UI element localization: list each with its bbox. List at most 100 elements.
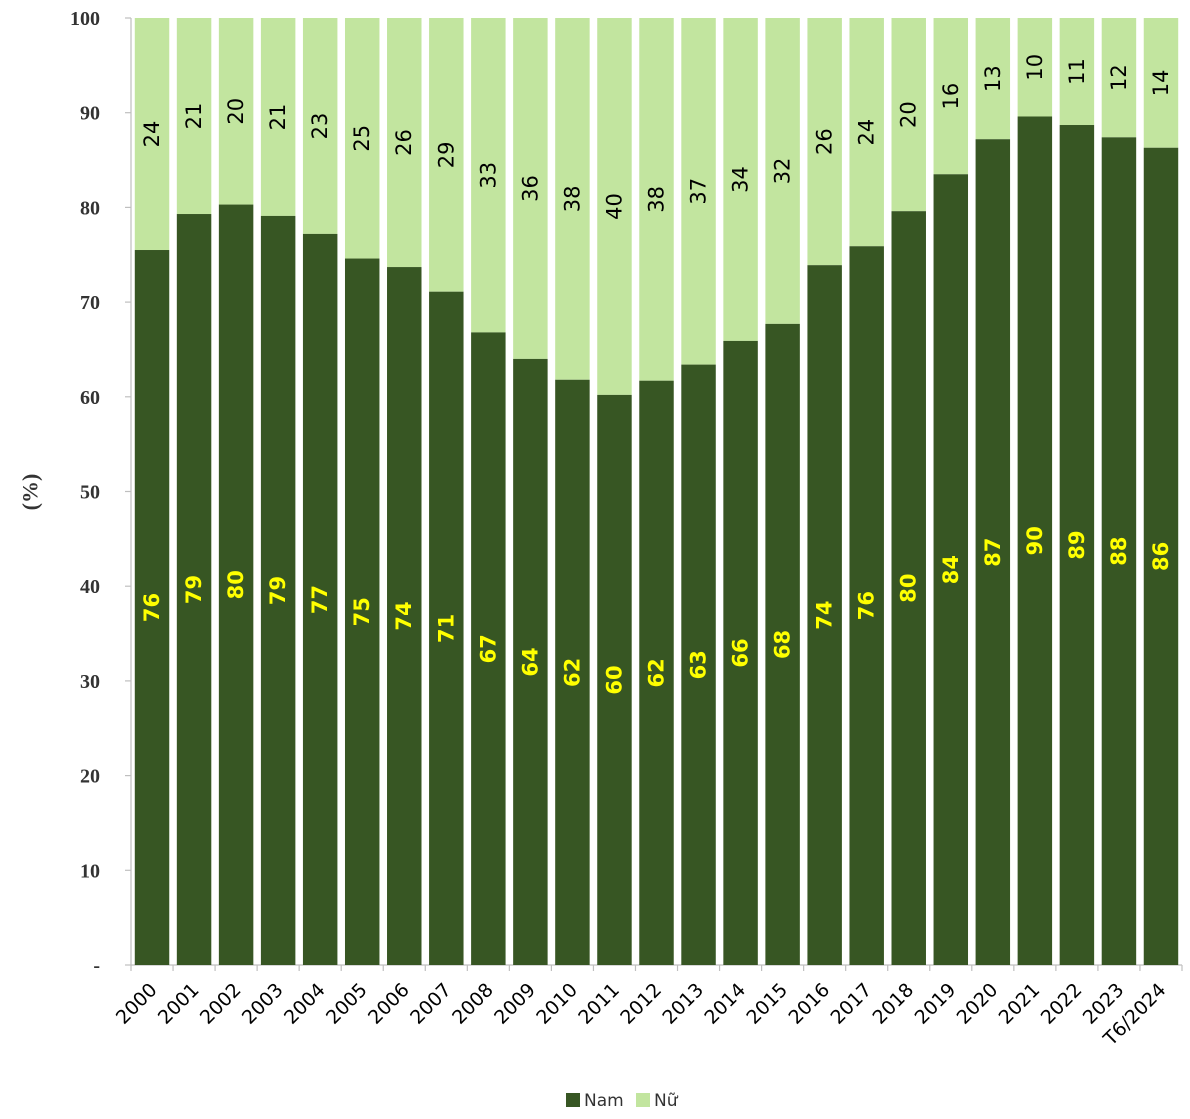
data-label-nam: 74 — [813, 600, 837, 629]
bar-nam — [723, 340, 758, 965]
y-tick-label: 90 — [80, 103, 100, 125]
bar-nam — [429, 291, 464, 966]
bar-nam — [302, 233, 338, 965]
data-label-nam: 77 — [308, 585, 332, 614]
legend-label-nam: Nam — [584, 1091, 624, 1111]
bar-nam — [471, 332, 506, 965]
bar-nu — [1143, 18, 1179, 148]
data-label-nu: 38 — [560, 186, 584, 213]
x-tick-label: 2007 — [406, 979, 456, 1029]
y-tick-label: 40 — [80, 576, 100, 598]
data-label-nu: 40 — [602, 193, 626, 220]
x-tick-label: 2002 — [196, 979, 246, 1029]
bar-nu — [176, 18, 212, 215]
bar-nu — [849, 18, 884, 247]
data-label-nam: 60 — [602, 665, 626, 694]
x-tick-label: 2014 — [700, 979, 750, 1029]
bar-nu — [134, 18, 170, 251]
x-axis: 2000200120022003200420052006200720082009… — [112, 964, 1183, 1051]
y-tick-label: 30 — [80, 671, 100, 693]
x-tick-label: 2010 — [532, 979, 582, 1029]
bar-nu — [597, 18, 632, 395]
bar-nu — [344, 18, 380, 259]
x-tick-label: 2022 — [1037, 979, 1087, 1029]
x-tick-label: 2017 — [826, 979, 876, 1029]
bar-nu — [639, 18, 674, 381]
bar-nu — [807, 18, 842, 266]
x-tick-label: 2015 — [742, 979, 792, 1029]
bar-nu — [555, 18, 590, 380]
x-tick-label: 2004 — [280, 979, 330, 1029]
data-label-nu: 13 — [981, 65, 1005, 92]
y-axis-label: (%) — [18, 474, 43, 511]
data-label-nam: 86 — [1149, 542, 1173, 571]
y-tick-label: 100 — [70, 8, 100, 30]
data-label-nu: 14 — [1149, 70, 1173, 97]
x-tick-label: 2011 — [574, 979, 624, 1029]
data-label-nu: 11 — [1065, 58, 1089, 85]
bar-nam — [597, 394, 632, 965]
data-label-nam: 80 — [897, 573, 921, 602]
data-label-nam: 76 — [855, 591, 879, 620]
y-tick-label: - — [93, 955, 100, 977]
bar-nu — [429, 18, 464, 292]
data-label-nu: 36 — [518, 175, 542, 202]
data-label-nu: 38 — [645, 186, 669, 213]
y-tick-label: 50 — [80, 482, 100, 504]
data-label-nam: 71 — [434, 614, 458, 643]
bar-nu — [975, 18, 1011, 140]
data-label-nu: 16 — [939, 83, 963, 110]
bar-nam — [344, 258, 380, 966]
x-tick-label: 2009 — [490, 979, 540, 1029]
x-tick-label: 2019 — [911, 979, 961, 1029]
bar-nu — [933, 18, 969, 175]
x-tick-label: 2003 — [238, 979, 288, 1029]
x-tick-label: 2000 — [112, 979, 162, 1029]
data-label-nam: 68 — [771, 630, 795, 659]
bar-nam — [849, 246, 884, 966]
x-tick-label: 2021 — [995, 979, 1045, 1029]
bar-nu — [218, 18, 254, 205]
x-tick-label: 2013 — [658, 979, 708, 1029]
data-label-nu: 10 — [1023, 54, 1047, 81]
bar-nam — [134, 250, 170, 965]
data-label-nu: 32 — [771, 158, 795, 185]
bar-nu — [681, 18, 716, 365]
bar-nam — [260, 215, 296, 966]
data-label-nam: 62 — [560, 658, 584, 687]
bar-nam — [765, 323, 800, 966]
bar-nam — [1143, 147, 1179, 965]
y-tick-label: 70 — [80, 292, 100, 314]
bar-nu — [387, 18, 422, 268]
bar-nu — [723, 18, 758, 341]
data-label-nam: 66 — [729, 638, 753, 667]
data-label-nam: 84 — [939, 555, 963, 584]
data-label-nu: 20 — [224, 98, 248, 125]
y-axis: - 10 20 30 40 50 60 70 80 90 100 — [70, 8, 132, 977]
data-label-nam: 80 — [224, 570, 248, 599]
data-label-nam: 62 — [645, 658, 669, 687]
x-tick-label: 2005 — [322, 979, 372, 1029]
bar-nam — [1059, 125, 1095, 966]
x-tick-label: 2020 — [953, 979, 1003, 1029]
data-label-nu: 33 — [476, 162, 500, 189]
data-label-nu: 20 — [897, 101, 921, 128]
data-label-nu: 34 — [729, 166, 753, 193]
data-label-nu: 21 — [182, 103, 206, 130]
bar-nu — [1101, 18, 1137, 138]
data-label-nam: 75 — [350, 597, 374, 626]
bar-nam — [387, 267, 422, 965]
data-label-nu: 21 — [266, 104, 290, 131]
data-label-nam: 87 — [981, 537, 1005, 566]
data-labels: 76 24 79 21 80 20 79 21 77 23 75 25 74 26 71 29 67 33 64 36… — [140, 54, 1173, 695]
bar-nam — [218, 204, 254, 965]
data-label-nu: 24 — [855, 119, 879, 146]
bar-nam — [555, 379, 590, 965]
x-tick-label: 2001 — [154, 979, 204, 1029]
bar-nam — [891, 211, 926, 966]
bar-nam — [1017, 116, 1053, 966]
bar-nam — [639, 380, 674, 965]
data-label-nu: 12 — [1107, 64, 1131, 91]
data-label-nu: 24 — [140, 121, 164, 148]
